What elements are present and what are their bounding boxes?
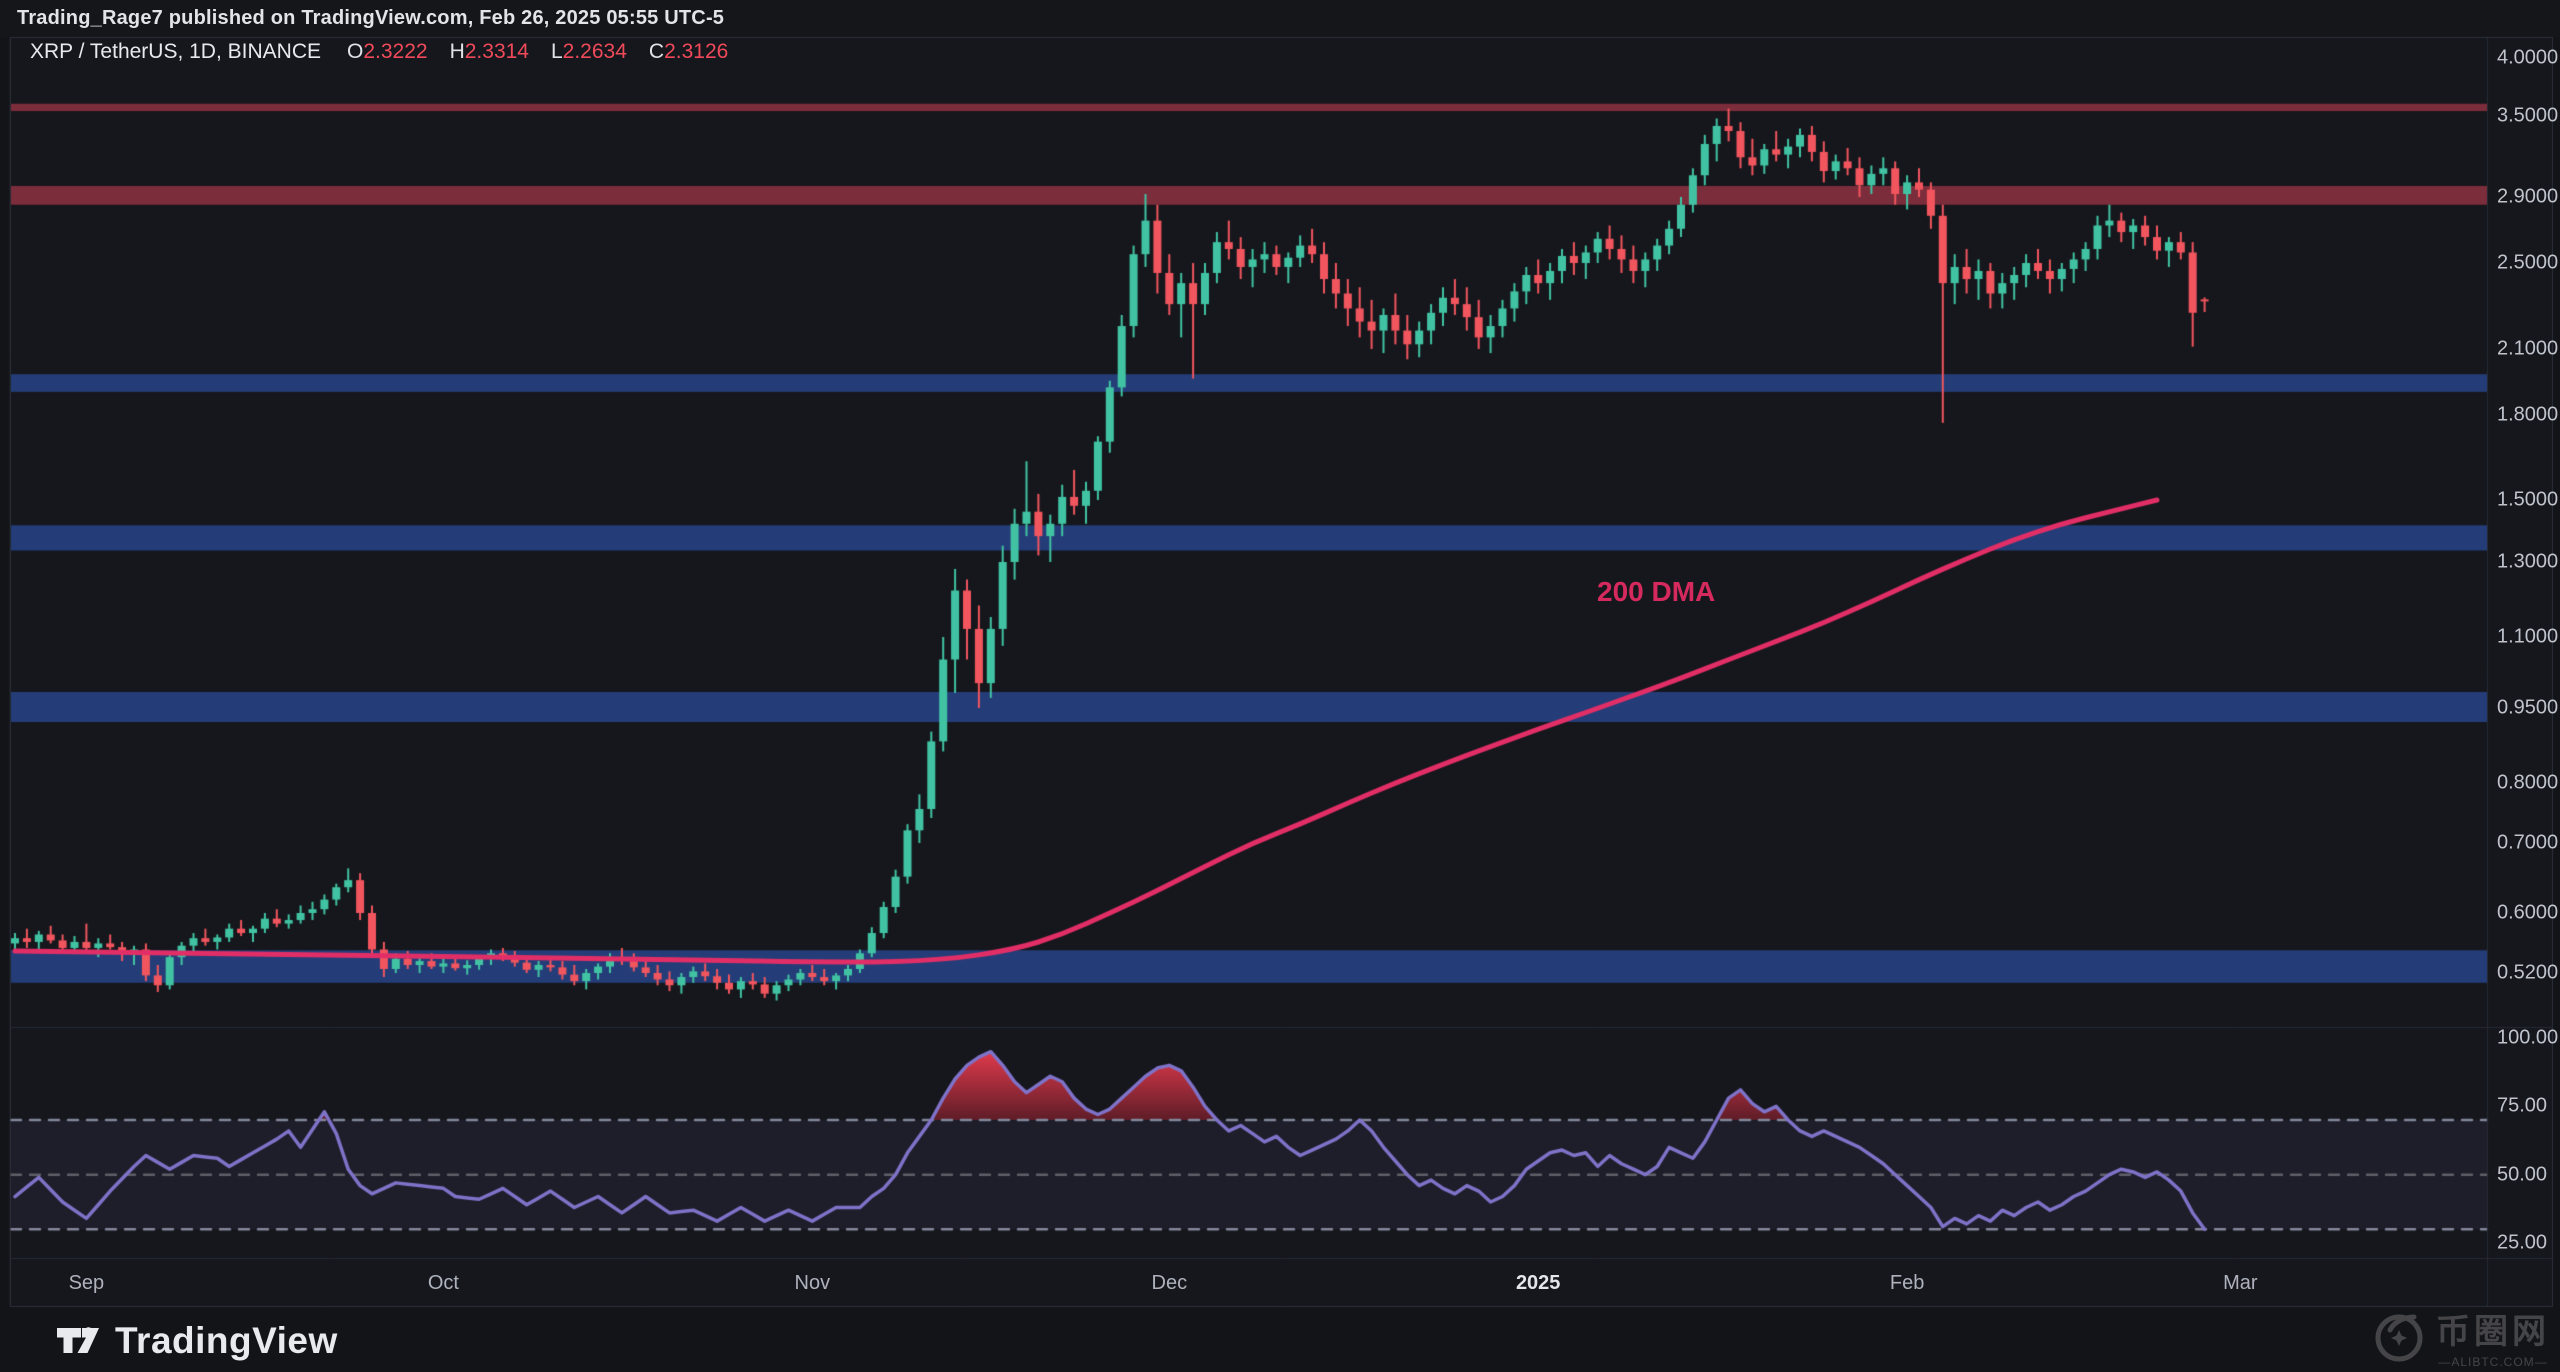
time-tick-Feb: Feb <box>1889 1272 1925 1294</box>
price-tick-2.9000: 2.9000 <box>2497 185 2559 208</box>
price-tick-4.0000: 4.0000 <box>2497 46 2559 69</box>
price-tick-3.5000: 3.5000 <box>2497 104 2559 127</box>
price-tick-1.5000: 1.5000 <box>2497 488 2559 511</box>
price-tick-0.5200: 0.5200 <box>2497 961 2559 984</box>
price-tick-0.8000: 0.8000 <box>2497 771 2559 794</box>
price-tick-1.1000: 1.1000 <box>2497 625 2559 648</box>
time-tick-Mar: Mar <box>2223 1272 2258 1294</box>
price-tick-0.9500: 0.9500 <box>2497 696 2559 719</box>
price-tick-2.1000: 2.1000 <box>2497 337 2559 360</box>
time-tick-Sep: Sep <box>68 1272 105 1294</box>
rsi-tick-75.00: 75.00 <box>2497 1094 2548 1117</box>
rsi-tick-50.00: 50.00 <box>2497 1163 2548 1186</box>
tradingview-brand-link[interactable]: TradingView <box>55 1320 338 1362</box>
price-tick-1.3000: 1.3000 <box>2497 550 2559 573</box>
ohlc-o: O2.3222 <box>347 40 428 63</box>
chart-legend: XRP / TetherUS, 1D, BINANCE O2.3222 H2.331… <box>30 40 750 64</box>
price-tick-0.6000: 0.6000 <box>2497 901 2559 924</box>
ohlc-readout: O2.3222 H2.3314 L2.2634 C2.3126 <box>347 40 750 63</box>
symbol-title: XRP / TetherUS, 1D, BINANCE <box>30 40 321 63</box>
watermark-site-url: —ALIBTC.COM— <box>2438 1355 2548 1369</box>
watermark-link[interactable]: 币圈网 —ALIBTC.COM— <box>2370 1304 2550 1369</box>
rsi-tick-100.00: 100.00 <box>2497 1026 2559 1049</box>
price-tick-1.8000: 1.8000 <box>2497 403 2559 426</box>
footer-bar: TradingView <box>0 1308 2560 1372</box>
time-tick-2025: 2025 <box>1515 1272 1561 1294</box>
rsi-tick-25.00: 25.00 <box>2497 1231 2548 1254</box>
time-tick-Oct: Oct <box>427 1272 459 1294</box>
tradingview-logo-icon <box>57 1327 99 1353</box>
time-tick-Dec: Dec <box>1151 1272 1188 1294</box>
time-tick-Nov: Nov <box>794 1272 831 1294</box>
price-tick-0.7000: 0.7000 <box>2497 831 2559 854</box>
watermark-badge-icon <box>2375 1314 2423 1361</box>
ohlc-c: C2.3126 <box>648 40 729 63</box>
tradingview-brand-text: TradingView <box>115 1320 338 1361</box>
price-tick-2.5000: 2.5000 <box>2497 251 2559 274</box>
ohlc-l: L2.2634 <box>550 40 627 63</box>
ohlc-h: H2.3314 <box>449 40 529 63</box>
ma-200-label: 200 DMA <box>1597 576 1716 607</box>
watermark-site-name: 币圈网 <box>2436 1313 2550 1351</box>
price-axis[interactable]: 4.0000 3.5000 2.9000 2.5000 2.1000 1.8000 1.50… <box>2497 37 2559 1307</box>
time-axis[interactable]: Sep Oct Nov Dec 2025 Feb Mar <box>11 1262 2487 1307</box>
